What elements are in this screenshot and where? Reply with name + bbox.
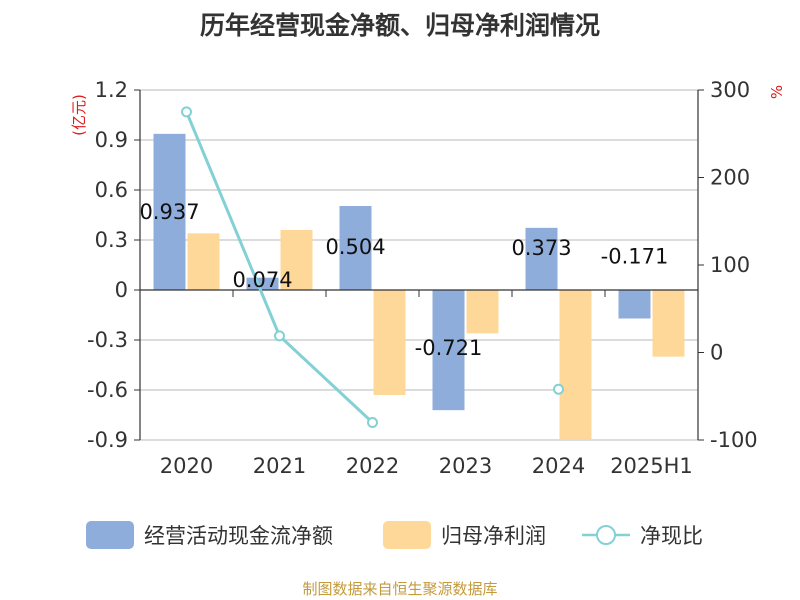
legend-label-profit: 归母净利润 [441,524,546,548]
left-tick-label: -0.6 [87,378,128,402]
bar-profit-2021 [280,230,313,290]
left-tick-label: 1.2 [95,78,128,102]
data-label-cash: -0.721 [415,336,483,360]
legend-swatch-ratio [582,525,630,545]
left-axis-unit: (亿元) [70,94,88,136]
left-tick-label: 0.6 [95,178,128,202]
bar-profit-2024 [559,290,592,440]
chart-legend: 经营活动现金流净额 归母净利润 净现比 [0,518,800,552]
category-label: 2020 [160,454,213,478]
legend-item-ratio[interactable]: 净现比 [582,518,703,552]
bar-cash-2025H1 [618,290,651,319]
right-tick-label: 0 [710,341,723,365]
right-tick-label: -100 [710,428,758,452]
left-tick-label: 0.3 [95,228,128,252]
category-label: 2022 [346,454,399,478]
data-label-cash: 0.074 [232,268,292,292]
bar-cash-2024 [525,227,558,290]
category-label: 2023 [439,454,492,478]
right-axis-unit: % [768,85,786,99]
legend-item-cash[interactable]: 经营活动现金流净额 [86,518,333,552]
category-label: 2021 [253,454,306,478]
right-tick-label: 200 [710,166,750,190]
right-tick-label: 100 [710,253,750,277]
bar-profit-2020 [187,233,220,290]
data-label-cash: -0.171 [601,245,669,269]
ratio-point-2020 [181,106,192,118]
source-note: 制图数据来自恒生聚源数据库 [302,580,498,598]
left-tick-label: 0 [115,278,128,302]
chart-title: 历年经营现金净额、归母净利润情况 [199,11,600,40]
data-label-cash: 0.373 [511,236,571,260]
data-label-cash: 0.937 [139,200,199,224]
category-label: 2025H1 [610,454,693,478]
left-tick-label: -0.9 [87,428,128,452]
bar-profit-2022 [373,290,406,395]
ratio-line-segment [185,111,281,337]
bar-cash-2022 [339,206,372,290]
bar-profit-2025H1 [652,290,685,357]
left-tick-label: 0.9 [95,128,128,152]
ratio-point-2021 [274,330,285,342]
legend-label-ratio: 净现比 [640,524,703,548]
data-label-cash: 0.504 [325,235,385,259]
legend-swatch-cash [86,521,134,549]
legend-item-profit[interactable]: 归母净利润 [383,518,546,552]
left-tick-label: -0.3 [87,328,128,352]
right-tick-label: 300 [710,78,750,102]
bar-cash-2020 [153,133,186,290]
category-label: 2024 [532,454,585,478]
chart-canvas: 1.2 0.9 0.6 0.3 0 -0.3 -0.6 -0.9 300 200 100 0 -100 (… [70,78,786,478]
legend-label-cash: 经营活动现金流净额 [144,524,333,548]
bar-cash-2021 [246,277,279,290]
ratio-point-2022 [367,417,378,428]
bar-profit-2023 [466,290,499,334]
bar-cash-2023 [432,290,465,411]
legend-swatch-profit [383,521,431,549]
ratio-line-segment [278,334,374,424]
ratio-point-2024 [553,383,564,395]
